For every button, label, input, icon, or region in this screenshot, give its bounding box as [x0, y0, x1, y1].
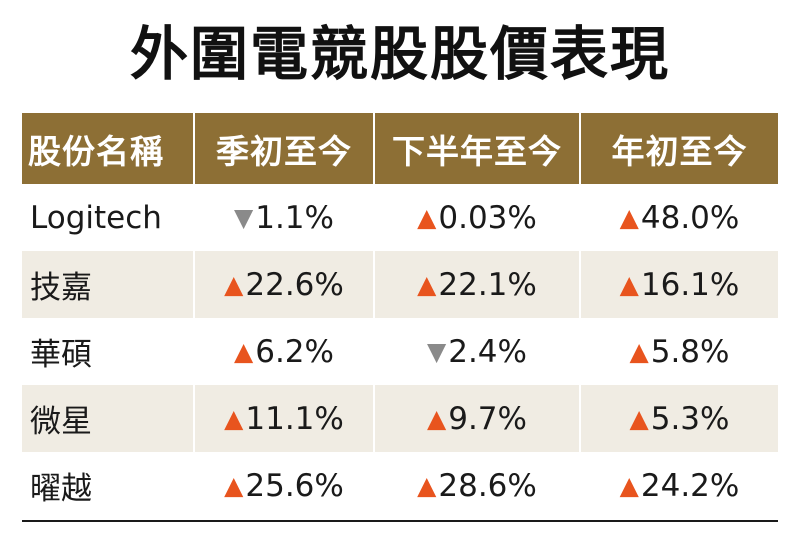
up-triangle-icon: ▲ [427, 403, 447, 433]
up-triangle-icon: ▲ [224, 403, 244, 433]
up-triangle-icon: ▲ [417, 202, 437, 232]
down-triangle-icon: ▼ [234, 202, 254, 232]
up-triangle-icon: ▲ [619, 269, 639, 299]
up-triangle-icon: ▲ [629, 336, 649, 366]
change-cell: ▲28.6% [373, 452, 580, 519]
change-cell: ▲5.3% [579, 385, 778, 452]
stock-name-cell: 曜越 [22, 452, 194, 519]
up-triangle-icon: ▲ [234, 336, 254, 366]
change-value: 25.6% [245, 467, 344, 504]
change-cell: ▲24.2% [579, 452, 778, 519]
up-triangle-icon: ▲ [224, 470, 244, 500]
table-row: 微星 ▲11.1% ▲9.7% ▲5.3% [22, 385, 778, 452]
change-value: 9.7% [448, 400, 527, 437]
change-value: 6.2% [255, 333, 334, 370]
change-value: 24.2% [640, 467, 740, 504]
table-row: 技嘉 ▲22.6% ▲22.1% ▲16.1% [22, 251, 778, 318]
header-quarter-to-date: 季初至今 [193, 113, 374, 184]
change-cell: ▲48.0% [579, 184, 778, 251]
stock-name-cell: 微星 [22, 385, 194, 452]
table-body: Logitech ▼1.1% ▲0.03% ▲48.0% 技嘉 ▲22.6% ▲22.1% ▲… [22, 184, 778, 519]
table-row: Logitech ▼1.1% ▲0.03% ▲48.0% [22, 184, 778, 251]
stock-name-cell: Logitech [22, 184, 194, 251]
header-stock-name: 股份名稱 [22, 113, 194, 184]
up-triangle-icon: ▲ [417, 470, 437, 500]
change-cell: ▼1.1% [193, 184, 374, 251]
table-row: 華碩 ▲6.2% ▼2.4% ▲5.8% [22, 318, 778, 385]
change-cell: ▲22.1% [373, 251, 580, 318]
up-triangle-icon: ▲ [619, 202, 639, 232]
table-row: 曜越 ▲25.6% ▲28.6% ▲24.2% [22, 452, 778, 519]
change-value: 5.3% [650, 400, 730, 437]
header-second-half-to-date: 下半年至今 [373, 113, 580, 184]
change-value: 22.6% [245, 266, 344, 303]
up-triangle-icon: ▲ [629, 403, 649, 433]
change-cell: ▲25.6% [193, 452, 374, 519]
down-triangle-icon: ▼ [427, 336, 447, 366]
change-cell: ▲0.03% [373, 184, 580, 251]
change-value: 11.1% [245, 400, 344, 437]
stock-name-cell: 華碩 [22, 318, 194, 385]
table-header: 股份名稱 季初至今 下半年至今 年初至今 [22, 113, 778, 184]
stock-name-cell: 技嘉 [22, 251, 194, 318]
change-cell: ▲5.8% [579, 318, 778, 385]
change-value: 5.8% [650, 333, 730, 370]
change-value: 0.03% [438, 199, 537, 236]
up-triangle-icon: ▲ [417, 269, 437, 299]
change-cell: ▲11.1% [193, 385, 374, 452]
change-cell: ▲16.1% [579, 251, 778, 318]
change-cell: ▲9.7% [373, 385, 580, 452]
change-value: 28.6% [438, 467, 537, 504]
change-cell: ▲22.6% [193, 251, 374, 318]
change-value: 2.4% [448, 333, 527, 370]
change-value: 16.1% [640, 266, 740, 303]
chart-title: 外圍電競股股價表現 [129, 20, 670, 88]
change-value: 1.1% [255, 199, 334, 236]
change-value: 22.1% [438, 266, 537, 303]
header-year-to-date: 年初至今 [579, 113, 778, 184]
up-triangle-icon: ▲ [224, 269, 244, 299]
performance-table: 股份名稱 季初至今 下半年至今 年初至今 Logitech ▼1.1% ▲0.03%… [22, 113, 778, 519]
up-triangle-icon: ▲ [619, 470, 639, 500]
change-cell: ▲6.2% [193, 318, 374, 385]
change-cell: ▼2.4% [373, 318, 580, 385]
change-value: 48.0% [640, 199, 740, 236]
header-row: 股份名稱 季初至今 下半年至今 年初至今 [22, 113, 778, 184]
bottom-rule [22, 520, 778, 522]
